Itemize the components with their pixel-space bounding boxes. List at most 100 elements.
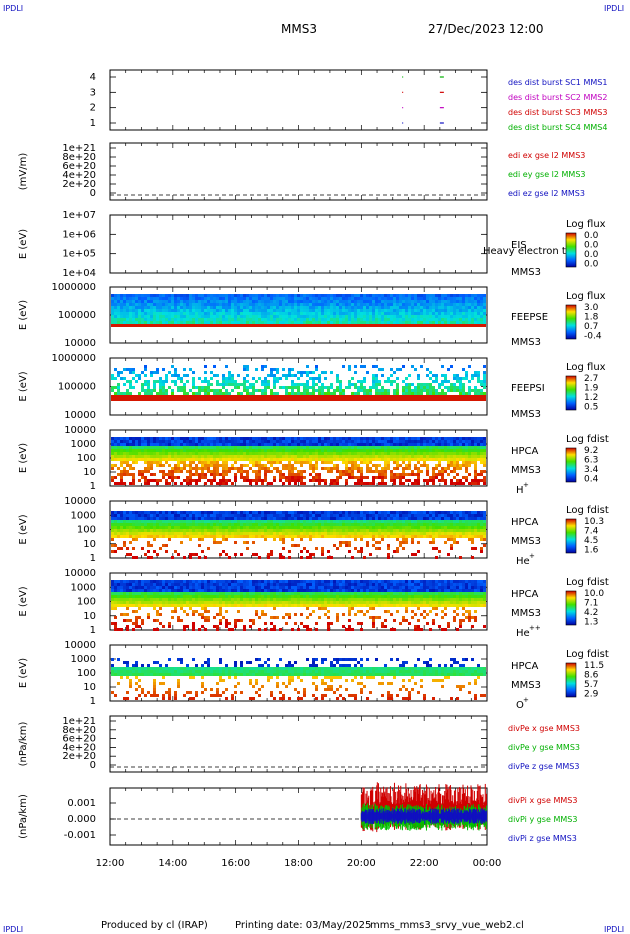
spectro-cell [192,300,195,303]
spectro-cell [195,464,198,467]
spectro-cell [180,437,183,440]
spectro-cell [180,520,183,523]
spectro-cell [180,517,183,520]
spectro-cell [441,398,444,401]
spectro-cell [144,511,147,514]
spectro-cell [111,440,114,443]
spectro-cell [156,398,159,401]
spectro-cell [237,297,240,300]
spectro-cell [276,443,279,446]
spectro-cell [144,517,147,520]
spectro-cell [339,306,342,309]
spectro-cell [120,309,123,312]
spectro-cell [147,318,150,321]
spectro-cell [195,437,198,440]
spectro-cell [111,529,114,532]
spectro-cell [384,437,387,440]
spectro-cell [309,443,312,446]
spectro-cell [378,380,381,383]
spectro-cell [435,446,438,449]
spectro-cell [327,461,330,464]
spectro-cell [297,473,300,476]
spectro-cell [174,306,177,309]
spectro-cell [405,467,408,470]
spectro-cell [210,455,213,458]
spectro-cell [408,446,411,449]
spectro-cell [126,437,129,440]
spectro-cell [480,449,483,452]
spectro-cell [213,452,216,455]
spectro-cell [429,452,432,455]
spectro-cell [324,306,327,309]
spectro-cell [444,300,447,303]
spectro-cell [441,479,444,482]
spectro-cell [387,306,390,309]
spectro-cell [351,470,354,473]
spectro-cell [381,306,384,309]
spectro-cell [459,467,462,470]
spectro-cell [345,458,348,461]
spectro-cell [357,321,360,324]
spectro-cell [132,461,135,464]
spectro-cell [189,538,192,541]
spectro-cell [306,437,309,440]
spectro-cell [297,398,300,401]
spectro-cell [117,309,120,312]
spectro-cell [456,324,459,327]
spectro-cell [429,315,432,318]
spectro-cell [360,383,363,386]
colorbar-tick-label: 0.0 [584,260,599,270]
spectro-cell [141,440,144,443]
spectro-cell [156,461,159,464]
spectro-cell [222,383,225,386]
spectro-cell [198,303,201,306]
spectro-cell [384,458,387,461]
spectro-cell [147,312,150,315]
spectro-cell [450,452,453,455]
spectro-cell [336,309,339,312]
spectro-cell [285,324,288,327]
spectro-cell [264,386,267,389]
spectro-cell [129,321,132,324]
y-tick-label: 2e+20 [62,179,96,190]
spectro-cell [234,437,237,440]
spectro-cell [270,455,273,458]
spectro-cell [291,473,294,476]
spectro-cell [366,392,369,395]
spectro-cell [270,321,273,324]
instrument-label: HPCA [511,517,539,528]
spectro-cell [351,306,354,309]
spectro-cell [291,458,294,461]
spectro-cell [198,529,201,532]
spectro-cell [324,312,327,315]
spectro-cell [360,476,363,479]
spectro-cell [114,312,117,315]
spectro-cell [195,523,198,526]
spectro-cell [441,383,444,386]
y-tick-label: 1000 [71,654,96,665]
spectro-cell [168,312,171,315]
spectro-cell [231,389,234,392]
spectro-cell [315,312,318,315]
spectro-cell [312,476,315,479]
spectro-cell [312,440,315,443]
spectro-cell [363,300,366,303]
spectro-cell [378,318,381,321]
spectro-cell [126,470,129,473]
spectro-cell [444,392,447,395]
spectro-cell [372,309,375,312]
spectro-cell [117,523,120,526]
spectro-cell [408,389,411,392]
spectro-cell [285,306,288,309]
spectro-cell [213,532,216,535]
spectro-cell [264,309,267,312]
spectro-cell [450,464,453,467]
spectro-cell [351,473,354,476]
spectro-cell [429,294,432,297]
spectro-cell [210,377,213,380]
spectro-cell [264,377,267,380]
spectro-cell [375,446,378,449]
spectro-cell [429,321,432,324]
spectro-cell [234,476,237,479]
spectro-cell [399,324,402,327]
